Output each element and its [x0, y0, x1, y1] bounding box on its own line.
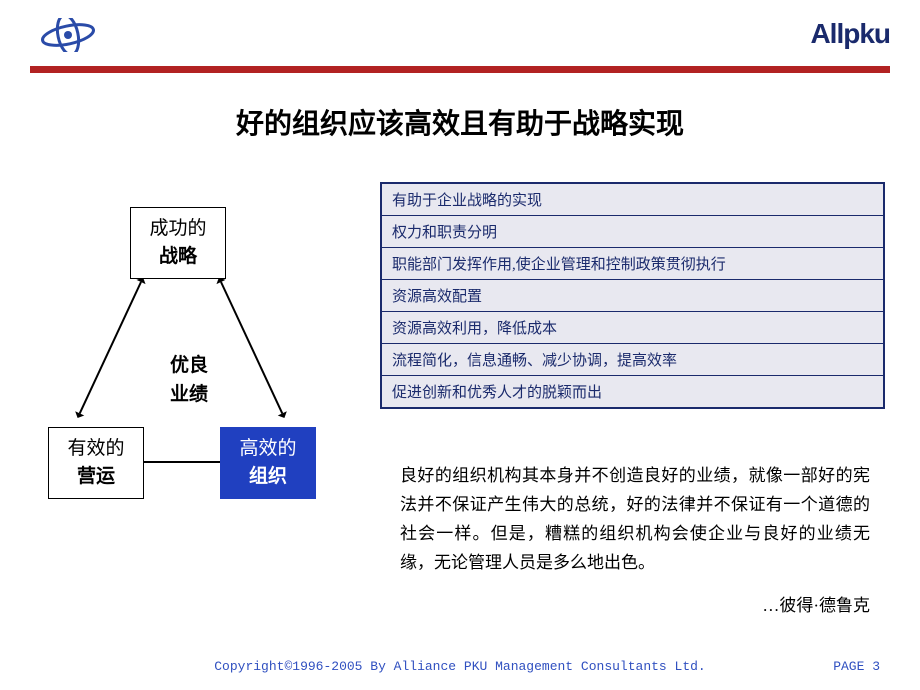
arrow-top-to-bl — [79, 282, 142, 414]
arrow-bl-to-br — [144, 461, 220, 463]
list-item: 资源高效利用，降低成本 — [382, 312, 883, 344]
footer-copyright: Copyright©1996-2005 By Alliance PKU Mana… — [0, 659, 920, 674]
list-item: 有助于企业战略的实现 — [382, 184, 883, 216]
node-organization-l1: 高效的 — [239, 435, 296, 464]
center-label: 优良 业绩 — [170, 352, 208, 409]
node-operations-l2: 营运 — [77, 463, 115, 492]
list-item: 职能部门发挥作用,使企业管理和控制政策贯彻执行 — [382, 248, 883, 280]
node-operations: 有效的 营运 — [48, 427, 144, 499]
node-operations-l1: 有效的 — [67, 435, 124, 464]
center-label-l1: 优良 — [170, 352, 208, 381]
node-organization: 高效的 组织 — [220, 427, 316, 499]
page-number: PAGE 3 — [833, 659, 880, 674]
slide-title: 好的组织应该高效且有助于战略实现 — [0, 102, 920, 142]
node-strategy-l2: 战略 — [159, 243, 197, 272]
quote-body: 良好的组织机构其本身并不创造良好的业绩，就像一部好的宪法并不保证产生伟大的总统，… — [400, 462, 870, 578]
header-divider — [30, 66, 890, 73]
criteria-list: 有助于企业战略的实现 权力和职责分明 职能部门发挥作用,使企业管理和控制政策贯彻… — [380, 182, 885, 409]
quote-author: …彼得·德鲁克 — [400, 592, 870, 621]
list-item: 权力和职责分明 — [382, 216, 883, 248]
node-organization-l2: 组织 — [249, 463, 287, 492]
list-item: 资源高效配置 — [382, 280, 883, 312]
arrow-top-to-br — [220, 282, 283, 414]
center-label-l2: 业绩 — [170, 381, 208, 410]
quote-block: 良好的组织机构其本身并不创造良好的业绩，就像一部好的宪法并不保证产生伟大的总统，… — [400, 462, 870, 620]
node-strategy: 成功的 战略 — [130, 207, 226, 279]
company-logo-icon — [38, 18, 98, 57]
list-item: 流程简化，信息通畅、减少协调，提高效率 — [382, 344, 883, 376]
list-item: 促进创新和优秀人才的脱颖而出 — [382, 376, 883, 407]
node-strategy-l1: 成功的 — [149, 215, 206, 244]
brand-logo-text: Allpku — [810, 18, 890, 50]
triangle-diagram: 成功的 战略 有效的 营运 高效的 组织 优良 业绩 — [40, 192, 350, 552]
slide-content: 成功的 战略 有效的 营运 高效的 组织 优良 业绩 有助于企业战略的实现 权力… — [0, 142, 920, 662]
header: Allpku — [0, 0, 920, 72]
